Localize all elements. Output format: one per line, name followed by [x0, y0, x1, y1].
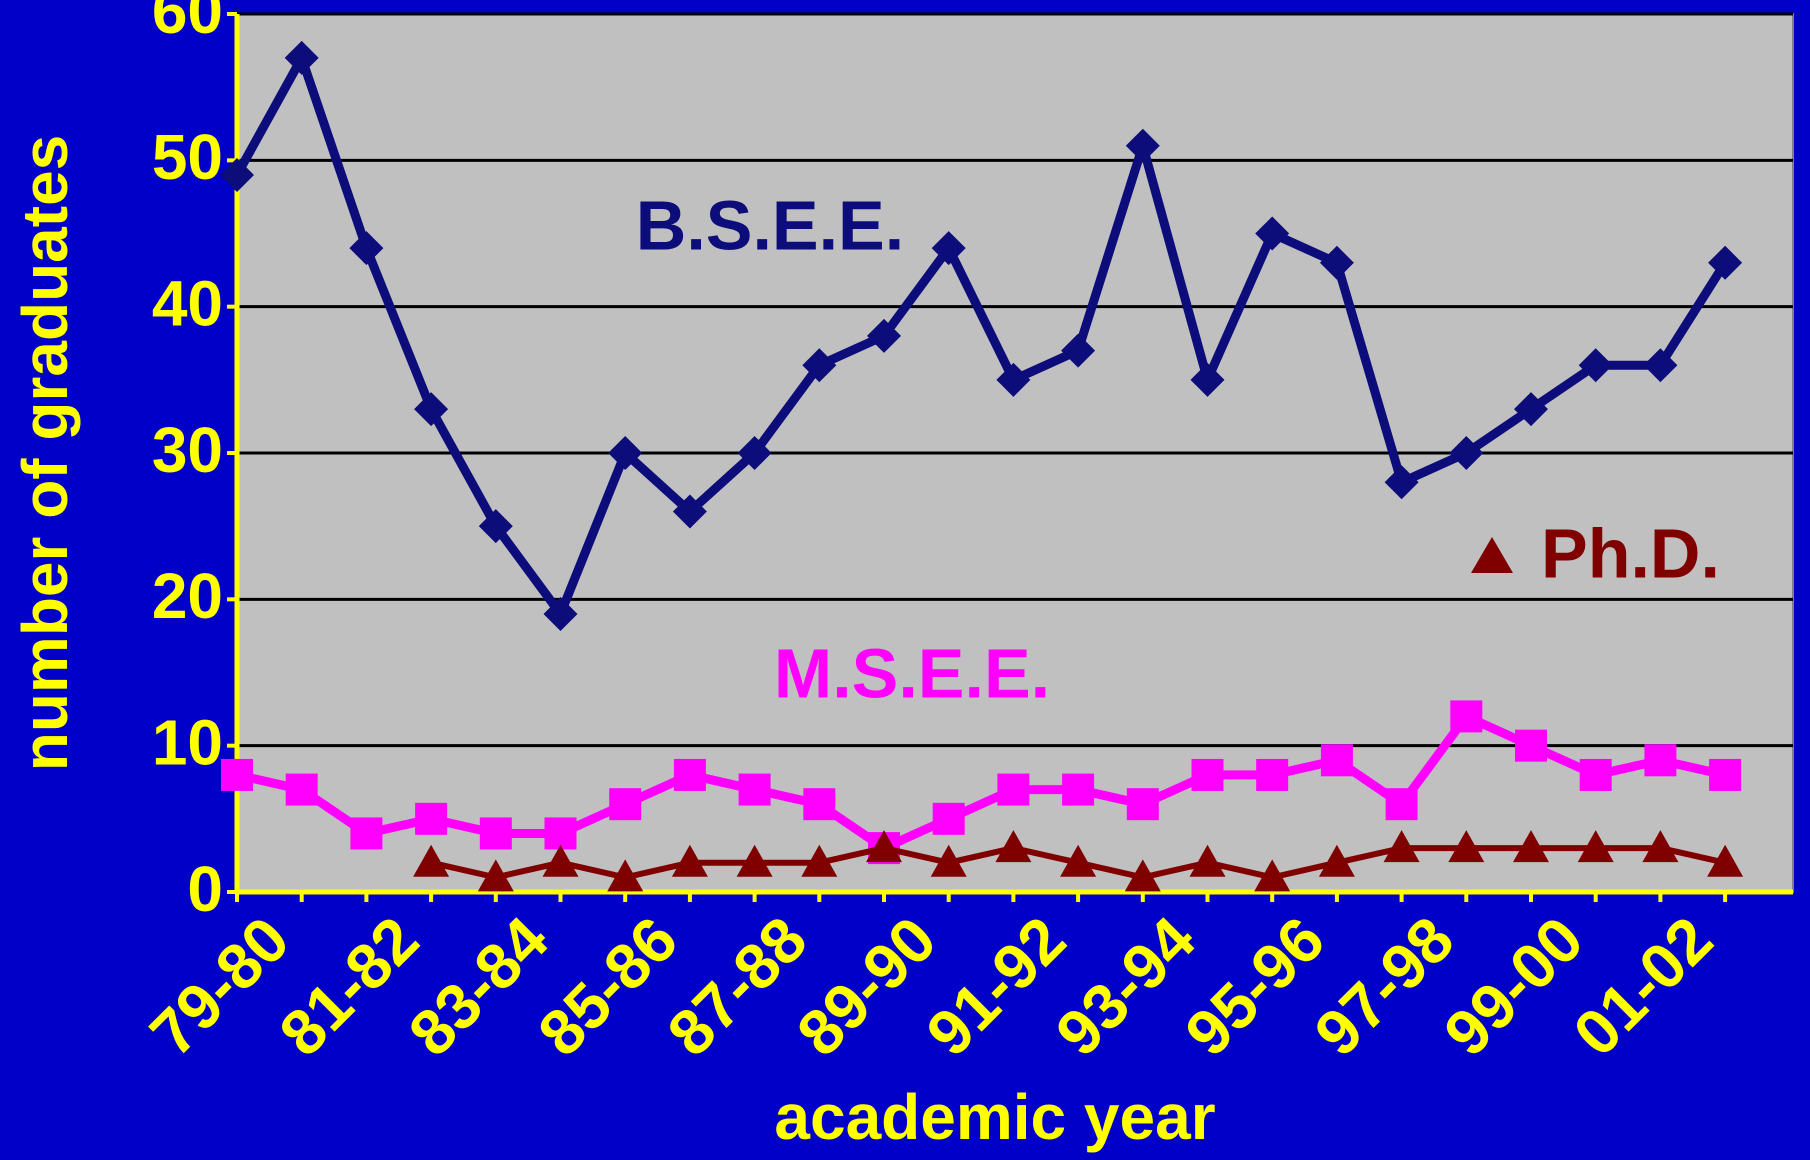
data-point: [479, 817, 512, 850]
data-point: [1642, 830, 1679, 863]
data-point: [1320, 744, 1353, 777]
series-line: [233, 53, 1729, 619]
data-point: [737, 436, 772, 470]
y-tick-label: 60: [152, 0, 223, 47]
data-point: [1254, 859, 1291, 892]
data-point: [997, 773, 1030, 806]
data-point: [1318, 844, 1355, 877]
data-point: [1514, 392, 1548, 427]
data-point: [607, 859, 644, 892]
data-point: [220, 157, 254, 192]
data-point: [932, 802, 965, 835]
data-point: [1256, 758, 1289, 791]
data-point: [1191, 758, 1224, 791]
data-point: [1061, 333, 1096, 368]
data-point: [672, 494, 707, 529]
data-point: [1708, 245, 1743, 280]
data-point: [738, 773, 771, 806]
data-point: [671, 844, 708, 877]
data-point: [1126, 788, 1159, 821]
data-point: [1579, 758, 1612, 791]
data-point: [609, 788, 642, 821]
data-point: [673, 758, 706, 791]
series-label: Ph.D.: [1541, 514, 1720, 592]
data-point: [1190, 362, 1225, 397]
y-axis-title: number of graduates: [9, 135, 81, 772]
data-point: [349, 231, 384, 266]
y-tick-label: 40: [152, 268, 223, 340]
data-point: [285, 773, 318, 806]
y-tick-label: 50: [152, 121, 223, 193]
data-point: [802, 348, 837, 383]
data-point: [543, 596, 578, 631]
data-point: [1385, 788, 1418, 821]
data-point: [414, 392, 449, 427]
data-point: [544, 817, 577, 850]
data-point: [1707, 844, 1744, 877]
data-point: [996, 362, 1031, 397]
data-point: [1125, 128, 1160, 163]
data-point: [931, 231, 966, 266]
data-point: [1060, 844, 1097, 877]
data-point: [867, 318, 901, 353]
series-label: M.S.E.E.: [774, 634, 1050, 712]
x-axis-title: academic year: [774, 1081, 1215, 1153]
data-point: [1513, 830, 1549, 863]
data-point: [478, 509, 513, 544]
data-point: [1644, 744, 1677, 777]
y-tick-label: 20: [152, 560, 223, 632]
data-point: [1189, 844, 1226, 877]
data-point: [1449, 436, 1484, 470]
data-point: [1255, 216, 1290, 251]
data-point: [542, 844, 579, 877]
y-tick-label: 0: [187, 853, 223, 925]
data-point: [1383, 830, 1420, 863]
data-point: [1515, 729, 1547, 762]
data-point: [736, 844, 773, 877]
data-point: [413, 844, 450, 877]
data-point: [803, 788, 836, 821]
data-point: [1578, 348, 1613, 383]
data-point: [1709, 758, 1742, 791]
data-point: [866, 830, 902, 863]
series-label: B.S.E.E.: [636, 186, 904, 264]
data-point: [1319, 245, 1354, 280]
data-point: [1577, 830, 1614, 863]
data-point: [284, 40, 319, 75]
legend-marker: [1471, 537, 1513, 573]
data-point: [930, 844, 967, 877]
data-point: [415, 802, 448, 835]
data-point: [1384, 465, 1419, 500]
data-point: [608, 436, 643, 470]
data-point: [995, 830, 1032, 863]
data-point: [477, 859, 514, 892]
data-point: [1643, 348, 1678, 383]
y-tick-label: 10: [152, 707, 223, 779]
data-point: [1062, 773, 1095, 806]
data-point: [350, 817, 383, 850]
data-point: [221, 758, 253, 791]
data-point: [1124, 859, 1161, 892]
data-point: [1448, 830, 1485, 863]
data-point: [801, 844, 838, 877]
data-point: [1450, 700, 1483, 733]
y-tick-label: 30: [152, 414, 223, 486]
